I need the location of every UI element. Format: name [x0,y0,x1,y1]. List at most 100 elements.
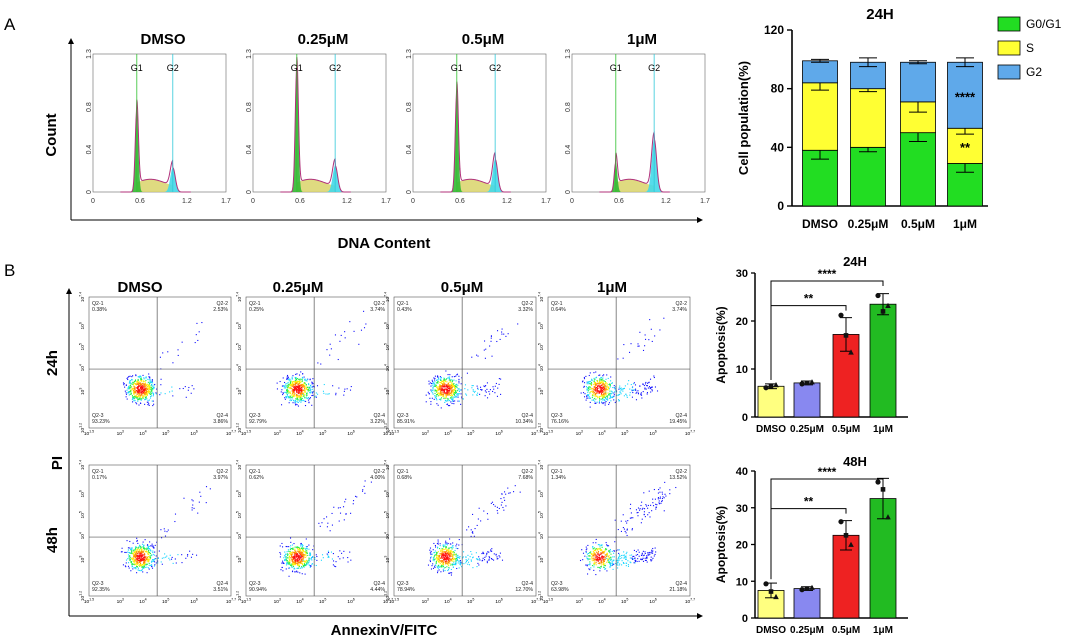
scatter-dot [286,546,288,548]
scatter-dot [497,387,499,389]
scatter-dot [448,377,450,380]
scatter-dot [170,558,173,560]
scatter-dot [448,572,451,574]
scatter-dot [448,392,450,394]
scatter-dot [292,386,295,388]
scatter-dot [133,380,135,382]
scatter-dot [479,393,481,395]
scatter-dot [460,403,462,405]
scatter-dot [285,396,287,399]
scatter-dot [288,555,291,557]
scatter-dot [329,343,331,345]
scatter-dot [442,549,444,551]
scatter-dot [299,386,301,388]
scatter-dot [438,394,440,396]
scatter-dot [647,552,649,554]
scatter-dot [454,563,457,565]
scatter-dot [304,394,306,396]
scatter-dot [479,559,481,561]
scatter-dot [142,391,144,393]
scatter-dot [622,388,624,390]
scatter-dot [308,559,310,561]
scatter-dot [431,389,433,391]
scatter-dot [319,525,321,527]
scatter-dot [488,558,490,560]
scatter-dot [142,395,144,397]
scatter-dot [486,562,488,564]
scatter-dot [605,542,607,544]
scatter-dot [451,402,453,405]
scatter-dot [143,565,145,567]
scatter-dot [125,559,128,561]
scatter-dot [594,559,596,561]
scatter-dot [602,383,604,385]
scatter-dot [311,395,313,397]
scatter-dot [443,558,445,560]
scatter-dot [296,564,298,566]
scatter-dot [292,553,294,555]
scatter-dot [349,551,351,553]
scatter-dot [292,384,294,386]
scatter-dot [299,378,301,380]
scatter-dot [135,396,137,398]
scatter-dot [130,385,132,387]
scatter-dot [143,548,145,550]
scatter-dot [595,562,597,564]
scatter-dot [609,561,611,564]
scatter-dot [130,562,132,564]
scatter-dot [146,390,148,392]
scatter-dot [138,564,140,566]
scatter-dot [308,388,310,390]
scatter-dot [299,380,301,382]
scatter-dot [299,557,301,559]
scatter-dot [431,565,433,567]
scatter-dot [607,555,610,557]
scatter-dot [294,549,296,551]
scatter-dot [456,386,458,388]
histogram-frame [412,53,547,193]
scatter-dot [425,394,427,396]
scatter-dot [452,398,454,400]
scatter-dot [139,555,141,557]
scatter-dot [145,396,147,398]
scatter-dot [310,565,312,567]
scatter-dot [461,557,464,559]
scatter-dot [149,552,151,554]
scatter-dot [637,549,639,551]
scatter-dot [637,511,639,514]
data-point [773,382,779,388]
scatter-dot [657,497,659,499]
scatter-dot [435,561,437,563]
scatter-dot [595,392,597,395]
scatter-dot [133,566,135,569]
scatter-dot [305,554,307,556]
scatter-dot [286,376,288,378]
scatter-dot [627,560,629,562]
scatter-dot [644,387,646,389]
scatter-x-tick: 104 [598,598,605,606]
bar-g0-g1 [900,132,936,207]
scatter-dot [485,391,487,393]
scatter-dot [138,388,140,390]
scatter-dot [432,382,434,384]
scatter-dot [297,399,299,401]
scatter-dot [587,391,589,393]
scatter-dot [135,568,137,570]
scatter-dot [655,506,657,508]
scatter-dot [476,394,478,396]
scatter-dot [153,554,155,556]
panel-b-label: B [4,261,15,280]
scatter-dot [479,386,482,388]
scatter-dot [440,386,442,388]
scatter-dot [589,551,591,554]
scatter-dot [600,386,602,388]
scatter-dot [443,388,445,390]
scatter-dot [155,555,157,557]
scatter-dot [661,491,663,493]
scatter-dot [494,392,496,394]
scatter-dot [434,392,436,394]
scatter-dot [315,554,317,556]
scatter-dot [624,556,626,558]
scatter-dot [447,392,449,394]
